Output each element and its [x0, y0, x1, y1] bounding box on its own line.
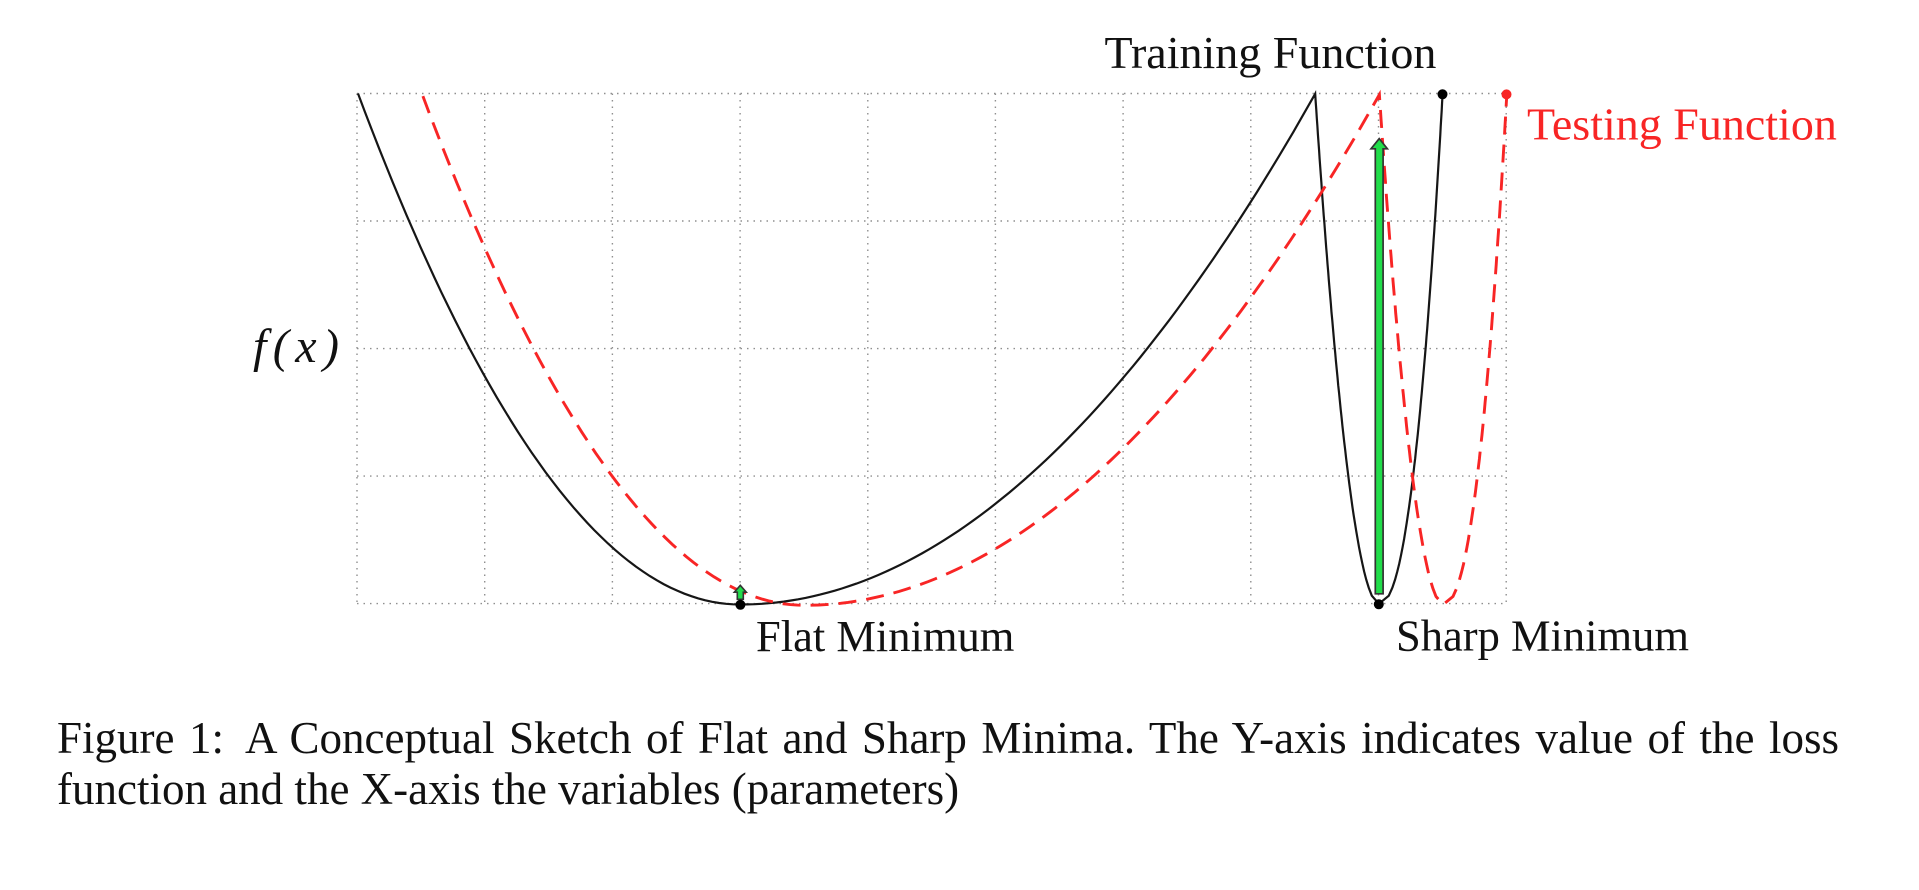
- svg-text:f(x): f(x): [253, 320, 339, 373]
- svg-text:Flat Minimum: Flat Minimum: [756, 611, 1014, 661]
- svg-text:Sharp Minimum: Sharp Minimum: [1396, 610, 1689, 660]
- svg-text:Training Function: Training Function: [1105, 27, 1437, 78]
- svg-text:Testing Function: Testing Function: [1527, 99, 1837, 150]
